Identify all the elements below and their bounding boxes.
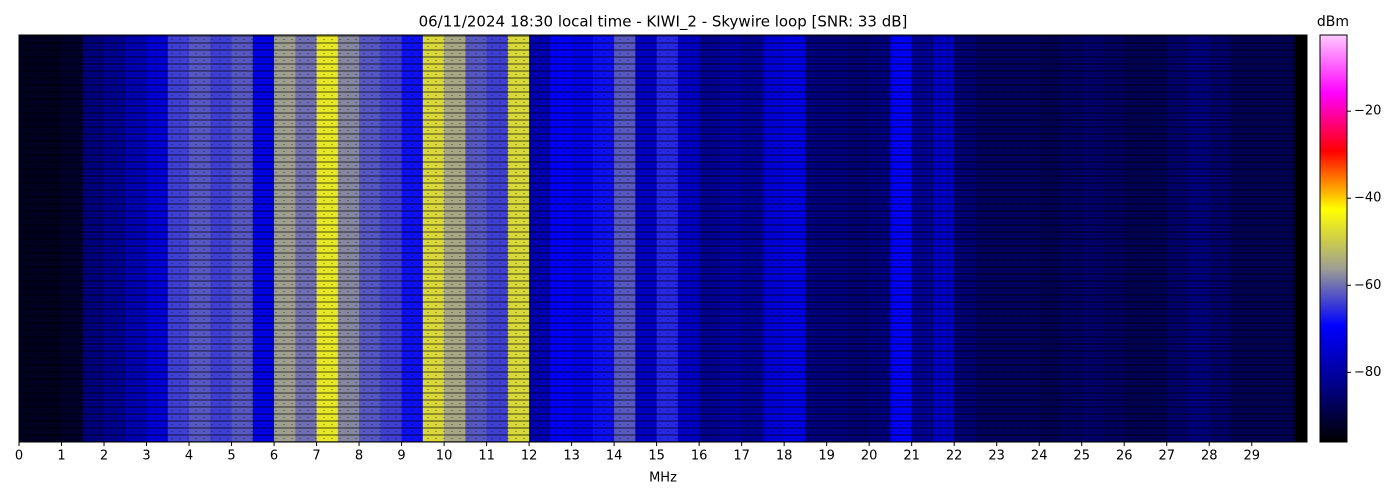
x-tick-label: 19 (818, 449, 835, 464)
colorbar (1319, 34, 1348, 443)
x-tick-label: 10 (436, 449, 453, 464)
x-tick-label: 11 (478, 449, 495, 464)
x-tick-label: 14 (606, 449, 623, 464)
colorbar-label: dBm (1317, 14, 1349, 30)
x-tick-label: 17 (733, 449, 750, 464)
x-tick-label: 6 (270, 449, 278, 464)
x-tick-label: 16 (691, 449, 708, 464)
x-tick-label: 9 (397, 449, 405, 464)
colorbar-tick-label: −80 (1354, 365, 1381, 380)
colorbar-tick-label: −60 (1354, 278, 1381, 293)
x-tick-label: 22 (946, 449, 963, 464)
x-tick-label: 18 (776, 449, 793, 464)
x-tick-label: 13 (563, 449, 580, 464)
x-tick-label: 4 (185, 449, 193, 464)
x-tick-label: 20 (861, 449, 878, 464)
x-tick-label: 8 (355, 449, 363, 464)
x-tick-label: 3 (142, 449, 150, 464)
x-tick-label: 26 (1116, 449, 1133, 464)
colorbar-tick-label: −40 (1354, 191, 1381, 206)
x-tick-label: 21 (903, 449, 920, 464)
x-tick-label: 12 (521, 449, 538, 464)
x-tick-label: 23 (988, 449, 1005, 464)
x-tick-label: 25 (1073, 449, 1090, 464)
x-tick-label: 24 (1031, 449, 1048, 464)
colorbar-tick-label: −20 (1354, 104, 1381, 119)
texture (19, 35, 1307, 442)
x-tick-label: 1 (57, 449, 65, 464)
x-tick-label: 7 (312, 449, 320, 464)
x-tick-label: 29 (1243, 449, 1260, 464)
chart-title: 06/11/2024 18:30 local time - KIWI_2 - S… (419, 13, 908, 32)
x-tick-label: 0 (15, 449, 23, 464)
x-tick-label: 28 (1201, 449, 1218, 464)
x-tick-label: 15 (648, 449, 665, 464)
x-axis-label: MHz (649, 471, 677, 486)
plot-frame (18, 34, 1308, 443)
x-tick-label: 27 (1158, 449, 1175, 464)
x-tick-label: 2 (100, 449, 108, 464)
x-tick-label: 5 (227, 449, 235, 464)
